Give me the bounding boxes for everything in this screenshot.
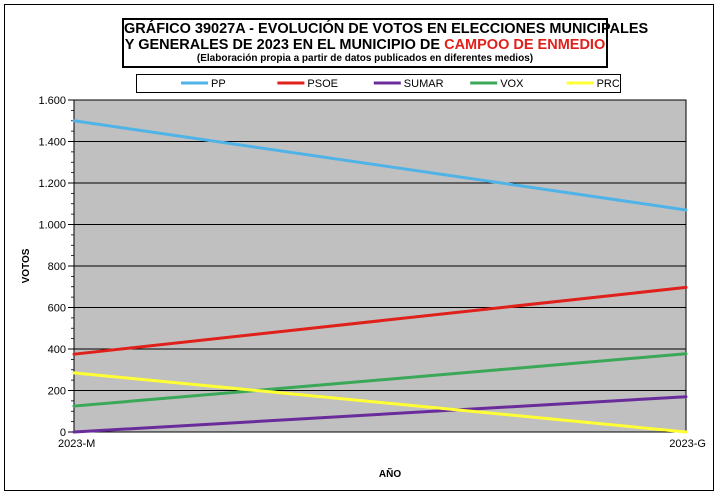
chart-subtitle: (Elaboración propia a partir de datos pu… — [196, 53, 534, 64]
legend-label-pp: PP — [211, 78, 226, 90]
legend-label-vox: VOX — [500, 78, 524, 90]
legend-svg: PP PSOE SUMAR VOX PRC — [181, 78, 620, 90]
title-box: GRÁFICO 39027A - EVOLUCIÓN DE VOTOS EN E… — [122, 18, 649, 68]
legend: PP PSOE SUMAR VOX PRC — [136, 74, 621, 93]
chart-title-line2-prefix: Y GENERALES DE 2023 EN EL MUNICIPIO DE — [124, 37, 445, 53]
chart-frame: GRÁFICO 39027A - EVOLUCIÓN DE VOTOS EN E… — [4, 4, 714, 491]
chart-title-municipality: CAMPOO DE ENMEDIO — [444, 37, 606, 53]
legend-label-psoe: PSOE — [307, 78, 338, 90]
chart-title-line2: Y GENERALES DE 2023 EN EL MUNICIPIO DE C… — [124, 37, 606, 53]
legend-label-prc: PRC — [597, 78, 619, 90]
legend-label-sumar: SUMAR — [404, 78, 444, 90]
chart-title-line1: GRÁFICO 39027A - EVOLUCIÓN DE VOTOS EN E… — [124, 21, 649, 37]
